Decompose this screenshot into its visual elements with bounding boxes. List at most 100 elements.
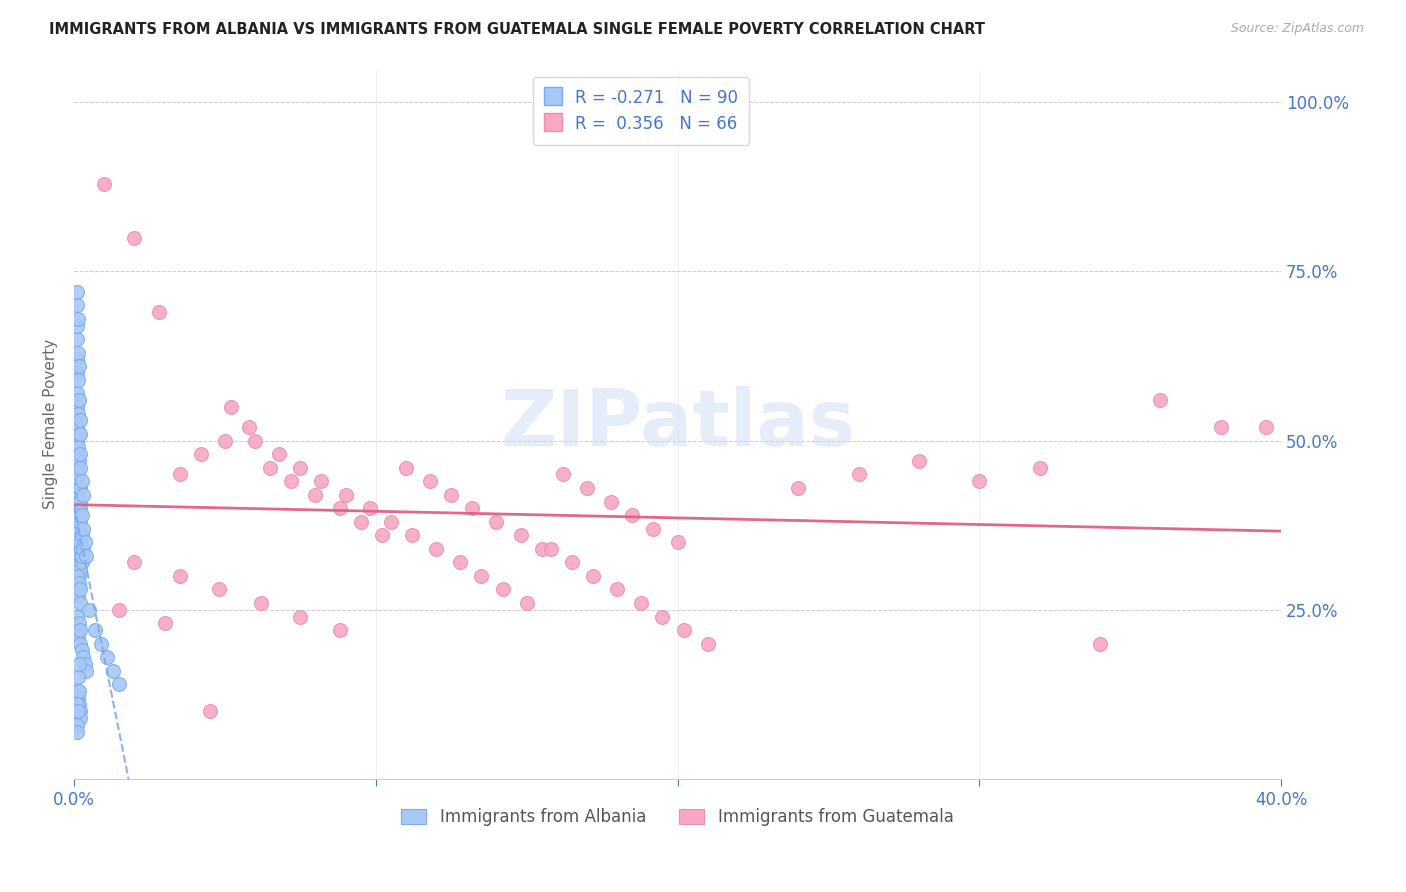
Point bbox=[65, 582, 87, 597]
Point bbox=[67, 359, 90, 374]
Point bbox=[606, 582, 628, 597]
Point bbox=[214, 434, 236, 448]
Point bbox=[66, 609, 89, 624]
Point bbox=[65, 400, 87, 414]
Point bbox=[290, 609, 312, 624]
Point bbox=[335, 488, 357, 502]
Point bbox=[66, 318, 89, 333]
Point bbox=[69, 501, 91, 516]
Point bbox=[66, 535, 89, 549]
Point bbox=[311, 474, 333, 488]
Point bbox=[65, 718, 87, 732]
Point bbox=[491, 582, 513, 597]
Point bbox=[90, 637, 112, 651]
Point bbox=[65, 434, 87, 448]
Point bbox=[67, 657, 90, 671]
Point bbox=[75, 549, 97, 563]
Point bbox=[66, 690, 89, 705]
Point bbox=[630, 596, 652, 610]
Point bbox=[582, 569, 605, 583]
Legend: Immigrants from Albania, Immigrants from Guatemala: Immigrants from Albania, Immigrants from… bbox=[394, 800, 962, 835]
Point bbox=[69, 562, 91, 576]
Point bbox=[70, 643, 93, 657]
Point bbox=[66, 407, 89, 421]
Point bbox=[69, 541, 91, 556]
Point bbox=[124, 556, 146, 570]
Point bbox=[65, 298, 87, 312]
Point bbox=[69, 623, 91, 637]
Point bbox=[69, 426, 91, 441]
Point bbox=[243, 434, 266, 448]
Point bbox=[269, 447, 291, 461]
Point bbox=[169, 569, 191, 583]
Point bbox=[66, 684, 89, 698]
Point bbox=[419, 474, 441, 488]
Point bbox=[329, 501, 352, 516]
Point bbox=[67, 569, 90, 583]
Point bbox=[540, 541, 562, 556]
Point bbox=[238, 420, 260, 434]
Point bbox=[666, 535, 689, 549]
Point bbox=[65, 332, 87, 346]
Point bbox=[66, 311, 89, 326]
Point bbox=[66, 494, 89, 508]
Point bbox=[425, 541, 447, 556]
Point bbox=[561, 556, 583, 570]
Point bbox=[672, 623, 695, 637]
Point bbox=[66, 630, 89, 644]
Point bbox=[190, 447, 212, 461]
Point bbox=[72, 650, 94, 665]
Point bbox=[69, 447, 91, 461]
Point bbox=[73, 657, 96, 671]
Point bbox=[70, 508, 93, 522]
Point bbox=[696, 637, 718, 651]
Point bbox=[66, 528, 89, 542]
Point bbox=[66, 420, 89, 434]
Point bbox=[449, 556, 471, 570]
Point bbox=[69, 596, 91, 610]
Point bbox=[66, 467, 89, 482]
Point bbox=[73, 535, 96, 549]
Point bbox=[66, 352, 89, 367]
Point bbox=[67, 481, 90, 495]
Point bbox=[69, 535, 91, 549]
Point bbox=[69, 515, 91, 529]
Point bbox=[509, 528, 531, 542]
Point bbox=[93, 177, 115, 191]
Point bbox=[350, 515, 373, 529]
Point bbox=[1254, 420, 1277, 434]
Point bbox=[67, 616, 90, 631]
Point bbox=[70, 556, 93, 570]
Point bbox=[72, 522, 94, 536]
Point bbox=[67, 392, 90, 407]
Point bbox=[69, 582, 91, 597]
Point bbox=[643, 522, 665, 536]
Point bbox=[66, 501, 89, 516]
Point bbox=[395, 460, 418, 475]
Point bbox=[66, 589, 89, 603]
Point bbox=[69, 460, 91, 475]
Point bbox=[169, 467, 191, 482]
Point bbox=[1028, 460, 1050, 475]
Point bbox=[461, 501, 484, 516]
Point bbox=[66, 447, 89, 461]
Point bbox=[66, 569, 89, 583]
Point bbox=[329, 623, 352, 637]
Point bbox=[280, 474, 302, 488]
Point bbox=[69, 637, 91, 651]
Point bbox=[485, 515, 508, 529]
Point bbox=[70, 528, 93, 542]
Point bbox=[66, 285, 89, 299]
Point bbox=[66, 373, 89, 387]
Point bbox=[153, 616, 176, 631]
Point bbox=[108, 603, 131, 617]
Point bbox=[69, 413, 91, 427]
Point bbox=[72, 541, 94, 556]
Point bbox=[65, 556, 87, 570]
Point bbox=[69, 704, 91, 718]
Point bbox=[259, 460, 281, 475]
Point bbox=[66, 670, 89, 684]
Point bbox=[65, 623, 87, 637]
Point bbox=[148, 305, 170, 319]
Point bbox=[208, 582, 231, 597]
